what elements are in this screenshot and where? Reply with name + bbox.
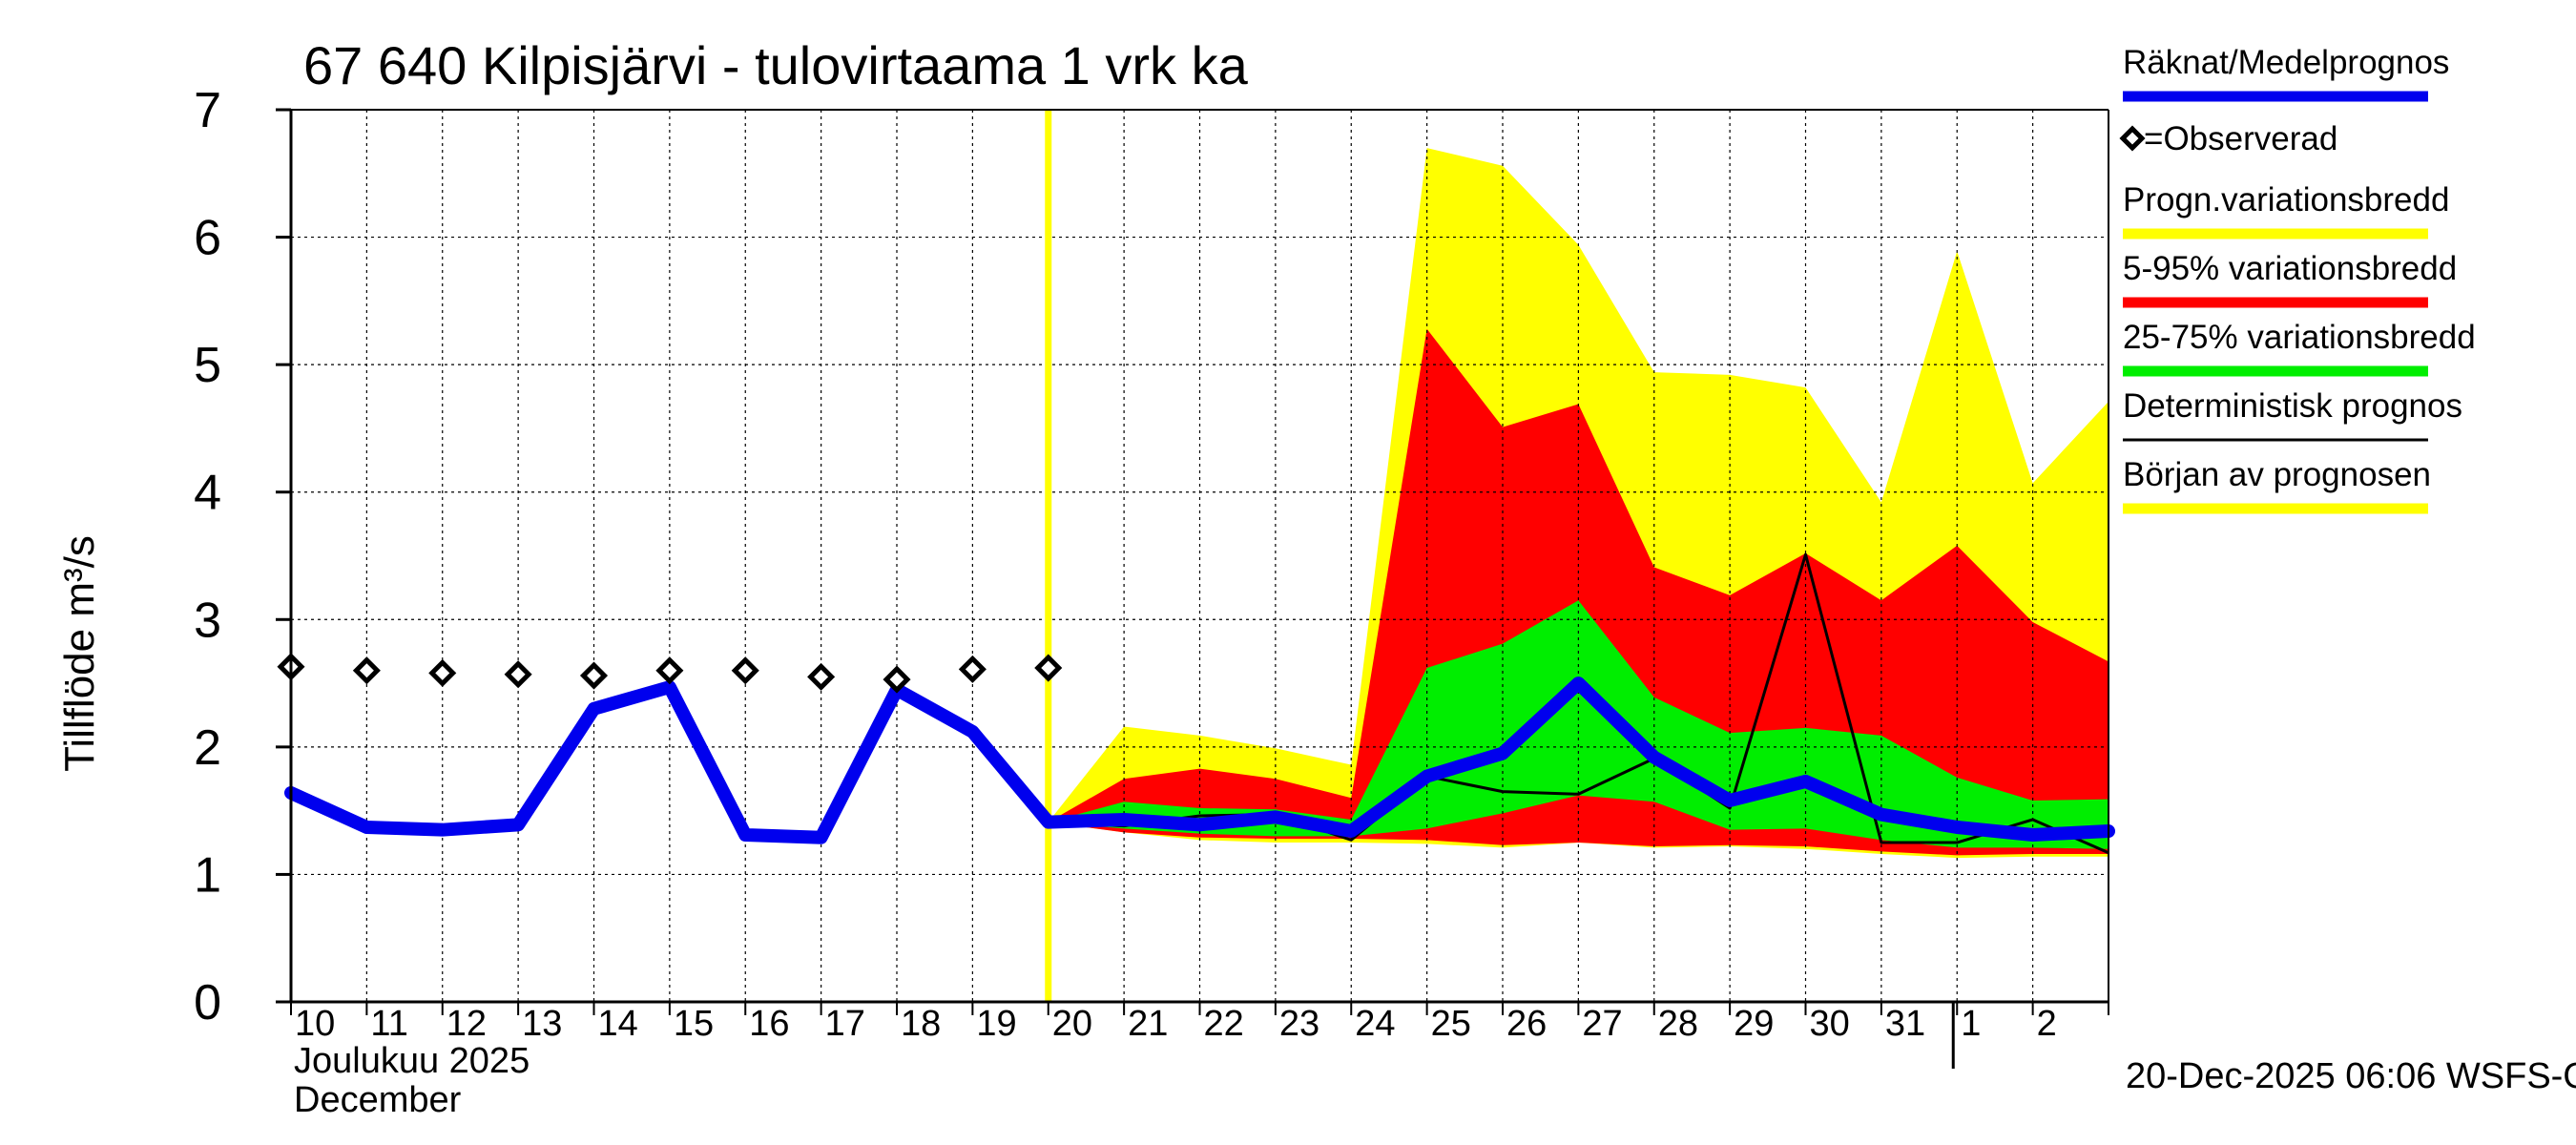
- observed-point: [352, 656, 381, 685]
- x-tick-label: 29: [1734, 1004, 1774, 1044]
- legend: Räknat/Medelprognos =Observerad Progn.vari…: [2119, 44, 2476, 514]
- legend-label: =Observerad: [2144, 120, 2337, 157]
- x-tick-label: 22: [1204, 1004, 1244, 1044]
- observed-point: [807, 662, 836, 691]
- observed-point: [579, 661, 609, 690]
- series-lines: [284, 110, 2115, 1002]
- y-tick-label: 3: [194, 593, 221, 648]
- x-tick-label: 27: [1582, 1004, 1622, 1044]
- x-tick-label: 28: [1658, 1004, 1698, 1044]
- axes: [276, 108, 2109, 1069]
- x-tick-label: 26: [1506, 1004, 1547, 1044]
- legend-label: Början av prognosen: [2123, 456, 2431, 493]
- y-tick-label: 7: [194, 83, 221, 138]
- y-tick-label: 0: [194, 975, 221, 1030]
- y-tick-label: 5: [194, 338, 221, 393]
- y-tick-label: 1: [194, 847, 221, 903]
- observed-point: [883, 665, 911, 694]
- observed-point: [655, 656, 684, 685]
- observed-markers: [277, 653, 1063, 694]
- y-tick-label: 6: [194, 211, 221, 266]
- x-tick-label: 31: [1885, 1004, 1925, 1044]
- x-tick-label: 18: [901, 1004, 941, 1044]
- y-tick-label: 2: [194, 720, 221, 776]
- grid-lines: [291, 109, 2109, 1002]
- x-tick-label: 21: [1128, 1004, 1168, 1044]
- x-tick-label: 24: [1355, 1004, 1395, 1044]
- x-tick-label: 14: [598, 1004, 638, 1044]
- x-tick-label: 19: [976, 1004, 1016, 1044]
- month-label: Joulukuu 2025: [294, 1041, 530, 1081]
- legend-label: Deterministisk prognos: [2123, 387, 2462, 425]
- observed-point: [731, 656, 759, 685]
- legend-label: Räknat/Medelprognos: [2123, 44, 2449, 81]
- x-tick-label: 15: [674, 1004, 714, 1044]
- x-tick-label: 13: [522, 1004, 562, 1044]
- legend-observed-marker: [2119, 125, 2146, 152]
- x-tick-label: 25: [1431, 1004, 1471, 1044]
- y-axis-label: Tillflöde m³/s: [56, 535, 103, 772]
- legend-label: Progn.variationsbredd: [2123, 181, 2449, 219]
- observed-point: [958, 655, 987, 683]
- x-tick-label: 1: [1961, 1004, 1981, 1044]
- x-tick-label: 30: [1810, 1004, 1850, 1044]
- x-tick-label: 16: [749, 1004, 789, 1044]
- x-tick-label: 23: [1279, 1004, 1319, 1044]
- chart-title: 67 640 Kilpisjärvi - tulovirtaama 1 vrk …: [303, 35, 1249, 95]
- x-tick-label: 12: [447, 1004, 487, 1044]
- x-tick-labels: 10 11 12 13 14 15 16 17 18 19 20 21 22 23 24 25 26 27 28 29…: [295, 1004, 2057, 1044]
- legend-label: 5-95% variationsbredd: [2123, 250, 2457, 287]
- simulated-mean-line: [284, 677, 2115, 844]
- x-tick-label: 20: [1052, 1004, 1092, 1044]
- y-tick-label: 4: [194, 466, 221, 521]
- observed-point: [504, 660, 532, 689]
- x-tick-label: 10: [295, 1004, 335, 1044]
- footer-timestamp: 20-Dec-2025 06:06 WSFS-O: [2126, 1056, 2576, 1096]
- x-tick-label: 2: [2037, 1004, 2057, 1044]
- month-label-english: December: [294, 1080, 462, 1120]
- observed-point: [1034, 654, 1063, 682]
- legend-label: 25-75% variationsbredd: [2123, 319, 2476, 356]
- x-tick-label: 17: [825, 1004, 865, 1044]
- y-tick-labels: 0 1 2 3 4 5 6 7: [194, 83, 221, 1030]
- observed-point: [428, 658, 457, 687]
- x-tick-label: 11: [370, 1004, 407, 1044]
